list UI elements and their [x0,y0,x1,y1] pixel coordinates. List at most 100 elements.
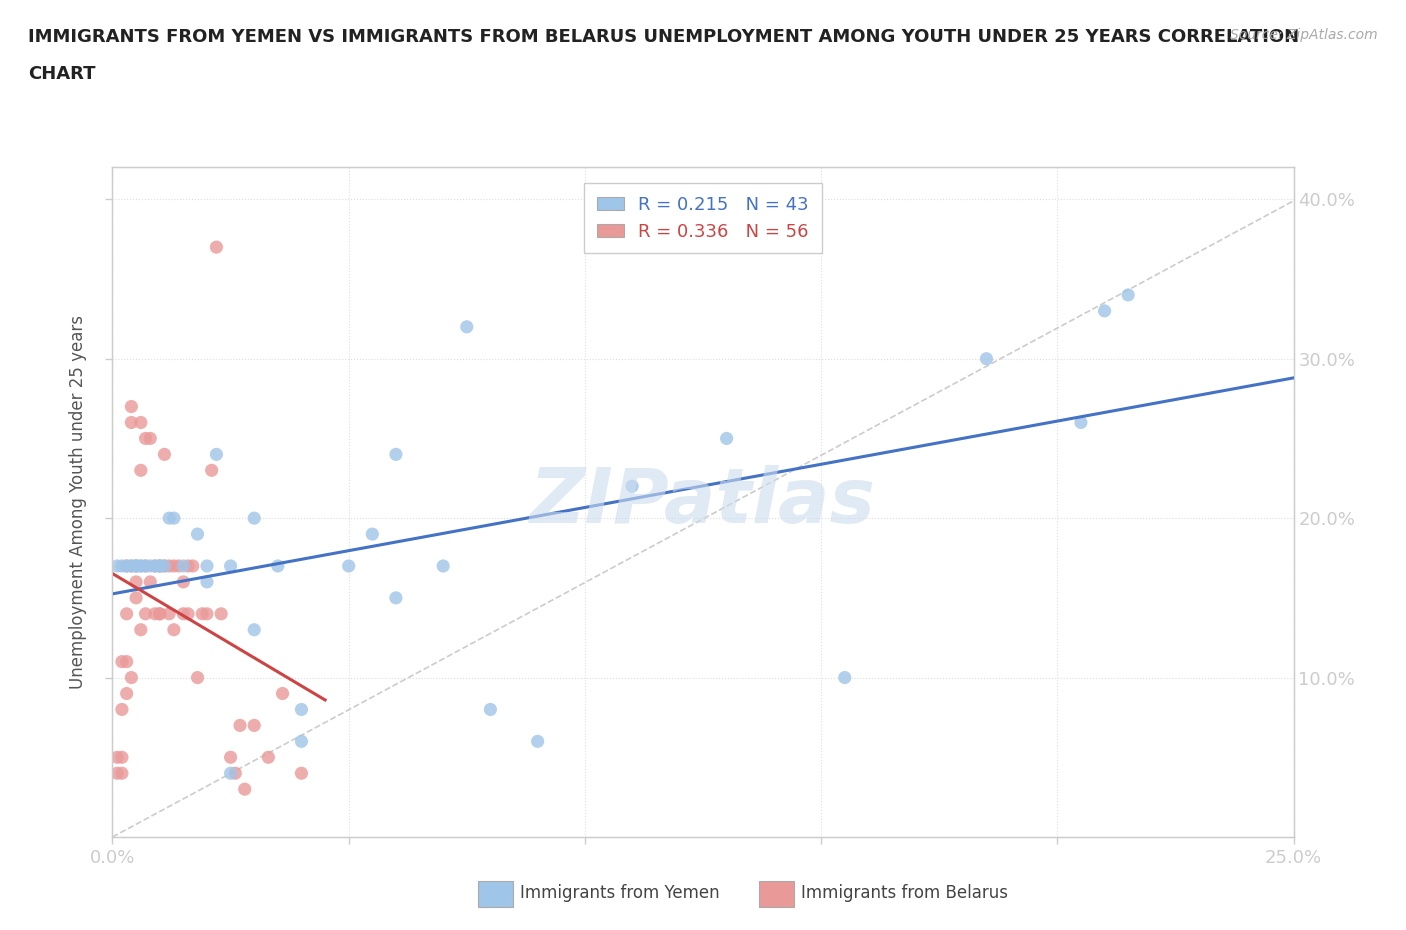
Text: Immigrants from Yemen: Immigrants from Yemen [520,884,720,902]
Point [219,559,242,574]
Point [526,734,548,749]
Point [219,750,242,764]
Point [157,559,180,574]
Text: ZIPatlas: ZIPatlas [530,465,876,539]
Y-axis label: Unemployment Among Youth under 25 years: Unemployment Among Youth under 25 years [69,315,87,689]
Point [205,447,228,462]
Point [224,765,246,780]
Point [157,511,180,525]
Point [456,319,478,334]
Text: CHART: CHART [28,65,96,83]
Point [125,575,148,590]
Point [149,559,172,574]
Point [229,718,252,733]
Point [243,511,266,525]
Point [243,718,266,733]
Point [143,559,166,574]
Point [111,702,134,717]
Point [834,671,856,685]
Point [361,526,384,541]
Point [1094,303,1116,318]
Point [201,463,224,478]
Point [290,765,312,780]
Point [125,559,148,574]
Point [153,559,176,574]
Point [385,591,408,605]
Point [177,559,200,574]
Point [337,559,360,574]
Point [153,559,176,574]
Point [120,559,142,574]
Point [149,559,172,574]
Point [163,511,186,525]
Point [186,671,208,685]
Point [135,606,157,621]
Point [139,575,162,590]
Point [205,240,228,255]
Point [177,606,200,621]
Point [111,765,134,780]
Point [120,399,142,414]
Point [149,559,172,574]
Point [243,622,266,637]
Point [115,606,138,621]
Text: Immigrants from Belarus: Immigrants from Belarus [801,884,1008,902]
Point [139,559,162,574]
Point [976,352,998,366]
Point [129,622,152,637]
Point [195,606,218,621]
Point [129,559,152,574]
Point [172,606,194,621]
Legend: R = 0.215   N = 43, R = 0.336   N = 56: R = 0.215 N = 43, R = 0.336 N = 56 [585,183,821,254]
Point [125,559,148,574]
Point [105,559,128,574]
Point [163,622,186,637]
Point [143,606,166,621]
Point [111,559,134,574]
Point [125,559,148,574]
Point [191,606,214,621]
Point [195,559,218,574]
Point [115,559,138,574]
Point [267,559,290,574]
Point [129,559,152,574]
Point [271,686,294,701]
Point [181,559,204,574]
Point [135,431,157,445]
Point [143,559,166,574]
Point [385,447,408,462]
Point [149,606,172,621]
Point [120,415,142,430]
Point [149,606,172,621]
Point [115,654,138,669]
Point [290,734,312,749]
Point [135,559,157,574]
Point [195,575,218,590]
Point [172,575,194,590]
Point [120,559,142,574]
Point [111,654,134,669]
Text: IMMIGRANTS FROM YEMEN VS IMMIGRANTS FROM BELARUS UNEMPLOYMENT AMONG YOUTH UNDER : IMMIGRANTS FROM YEMEN VS IMMIGRANTS FROM… [28,28,1299,46]
Text: Source: ZipAtlas.com: Source: ZipAtlas.com [1230,28,1378,42]
Point [186,526,208,541]
Point [290,702,312,717]
Point [129,463,152,478]
Point [120,671,142,685]
Point [129,415,152,430]
Point [621,479,644,494]
Point [432,559,454,574]
Point [209,606,232,621]
Point [135,559,157,574]
Point [257,750,280,764]
Point [167,559,190,574]
Point [233,782,256,797]
Point [115,686,138,701]
Point [115,559,138,574]
Point [479,702,502,717]
Point [105,750,128,764]
Point [125,591,148,605]
Point [1070,415,1092,430]
Point [219,765,242,780]
Point [172,559,194,574]
Point [163,559,186,574]
